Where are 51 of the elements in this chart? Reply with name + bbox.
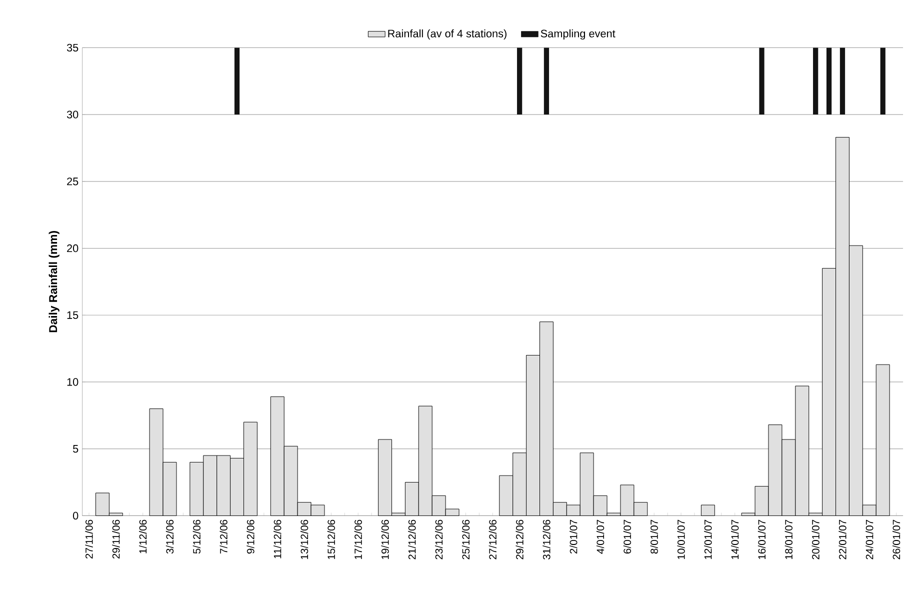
x-tick-label: 10/01/07 [677,520,685,559]
x-tick-label: 7/12/06 [220,520,228,554]
y-tick-label: 0 [72,512,78,520]
x-tick-label: 19/12/06 [381,520,389,559]
x-tick-label: 20/01/07 [812,520,820,560]
bar [234,48,240,114]
x-tick-label: 8/01/07 [650,520,658,554]
bar [840,48,846,114]
y-tick-label: 10 [67,378,78,386]
bar [826,48,832,114]
x-tick-label: 24/01/07 [866,520,874,560]
x-tick-label: 5/12/06 [192,520,200,554]
x-tick-label: 2/01/07 [570,520,578,554]
bar [544,48,550,114]
legend-label: Sampling event [540,29,616,40]
x-tick-label: 13/12/06 [300,520,308,559]
x-tick-label: 25/12/06 [462,520,470,560]
x-tick-label: 29/12/06 [516,520,524,560]
y-tick-label: 35 [66,44,78,52]
y-axis-title: Daily Rainfall (mm) [48,230,60,332]
x-tick-label: 6/01/07 [623,520,632,554]
x-tick-label: 22/01/07 [838,520,846,560]
x-tick-label: 31/12/06 [542,520,550,560]
legend-label: Rainfall (av of 4 stations) [388,29,506,40]
x-tick-label: 23/12/06 [435,520,443,560]
x-tick-label: 11/12/06 [274,520,282,558]
y-tick-label: 15 [67,311,78,319]
y-tick-label: 30 [66,110,78,118]
x-tick-label: 29/11/06 [112,520,120,558]
bar [700,504,715,516]
x-tick-label: 27/11/06 [85,520,93,558]
y-tick-label: 5 [73,444,78,453]
x-tick-label: 15/12/06 [327,520,336,559]
x-tick-label: 17/12/06 [354,520,362,559]
x-tick-label: 27/12/06 [488,520,496,560]
bar [517,48,522,114]
x-tick-label: 21/12/06 [408,520,416,560]
y-tick-label: 25 [67,177,78,186]
x-tick-label: 9/12/06 [246,520,254,554]
x-tick-label: 16/01/07 [758,520,766,559]
y-tick-label: 20 [67,244,78,252]
x-tick-label: 12/01/07 [704,520,712,559]
x-tick-label: 18/01/07 [784,520,792,559]
bar [813,48,818,114]
x-tick-label: 3/12/06 [166,520,174,554]
x-tick-label: 4/01/07 [596,520,604,554]
x-tick-label: 14/01/07 [731,520,739,559]
bar [759,48,764,114]
x-tick-label: 1/12/06 [139,520,147,554]
bar [880,48,886,114]
x-tick-label: 26/01/07 [892,520,900,560]
